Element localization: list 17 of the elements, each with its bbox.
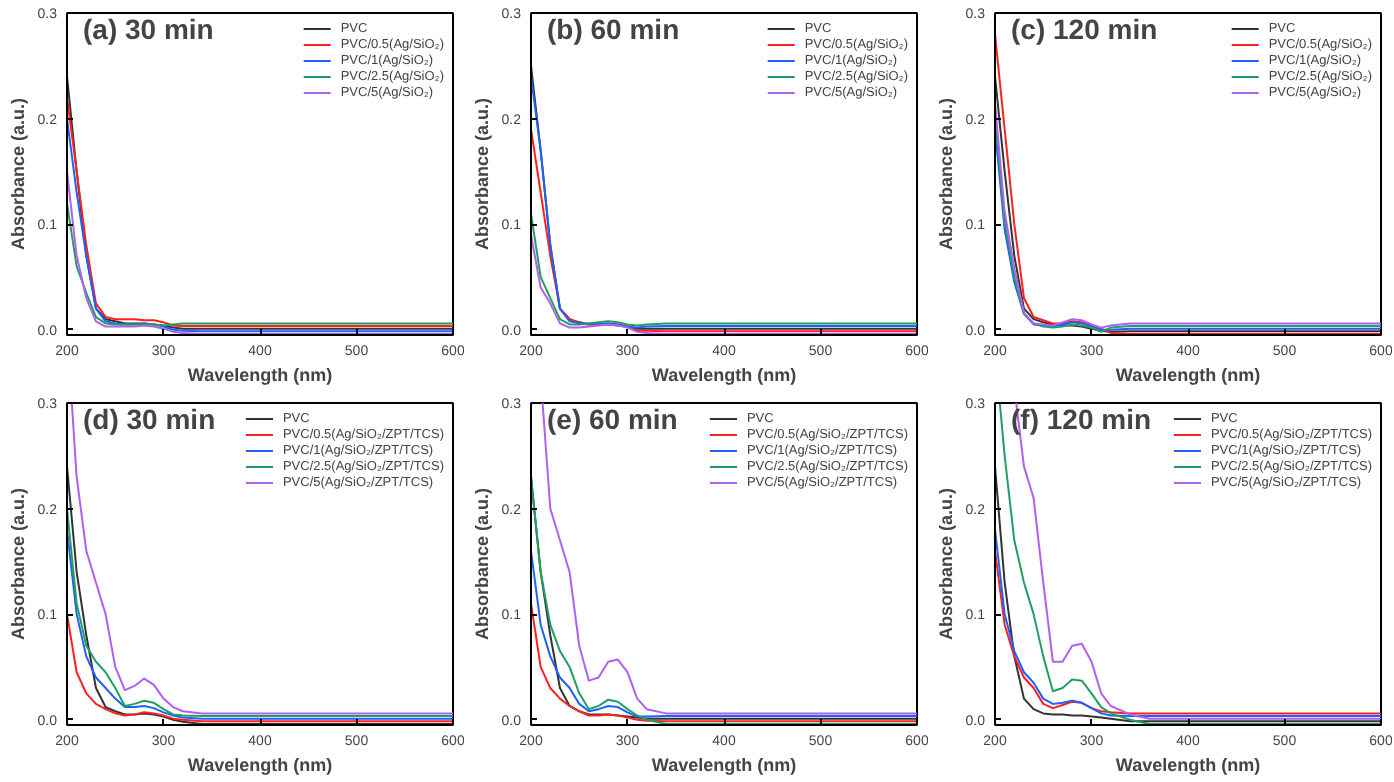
chart-title: (d) 30 min [83, 403, 216, 435]
chart-title: (c) 120 min [1011, 13, 1158, 45]
chart-title: (e) 60 min [547, 403, 678, 435]
y-axis-title: Absorbance (a.u.) [7, 487, 28, 641]
y-axis-title: Absorbance (a.u.) [935, 97, 956, 251]
x-axis-title: Wavelength (nm) [651, 365, 797, 385]
chart-title: (a) 30 min [83, 13, 214, 45]
y-axis-title: Absorbance (a.u.) [7, 97, 28, 251]
x-axis-title: Wavelength (nm) [1115, 365, 1261, 385]
x-axis-title: Wavelength (nm) [187, 755, 333, 775]
y-axis-title: Absorbance (a.u.) [471, 97, 492, 251]
x-axis-title: Wavelength (nm) [1115, 755, 1261, 775]
chart-title: (b) 60 min [547, 13, 680, 45]
y-axis-title: Absorbance (a.u.) [471, 487, 492, 641]
y-axis-title: Absorbance (a.u.) [935, 487, 956, 641]
x-axis-title: Wavelength (nm) [187, 365, 333, 385]
x-axis-title: Wavelength (nm) [651, 755, 797, 775]
